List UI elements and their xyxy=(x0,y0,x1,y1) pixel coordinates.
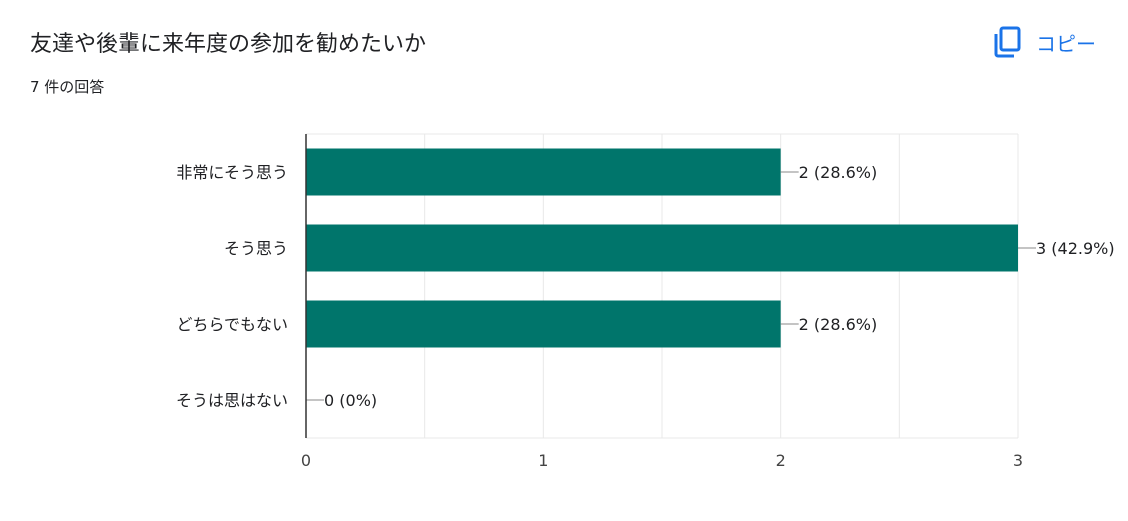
category-label: そう思う xyxy=(224,239,288,258)
category-label: 非常にそう思う xyxy=(176,163,288,182)
response-count: 7 件の回答 xyxy=(30,78,105,96)
x-tick-label: 3 xyxy=(1013,451,1023,470)
copy-button[interactable]: コピー xyxy=(990,24,1096,60)
bar xyxy=(306,300,781,348)
copy-button-label: コピー xyxy=(1036,31,1096,56)
value-label: 2 (28.6%) xyxy=(799,315,878,334)
value-label: 2 (28.6%) xyxy=(799,163,878,182)
category-label: どちらでもない xyxy=(176,315,288,334)
value-label: 3 (42.9%) xyxy=(1036,239,1115,258)
x-tick-label: 1 xyxy=(538,451,548,470)
bar xyxy=(306,148,781,196)
chart-title: 友達や後輩に来年度の参加を勧めたいか xyxy=(30,32,427,57)
bar xyxy=(306,224,1018,272)
category-label: そうは思はない xyxy=(176,391,288,410)
value-label: 0 (0%) xyxy=(324,391,377,410)
x-tick-label: 0 xyxy=(301,451,311,470)
copy-icon xyxy=(994,26,1021,58)
x-tick-label: 2 xyxy=(776,451,786,470)
